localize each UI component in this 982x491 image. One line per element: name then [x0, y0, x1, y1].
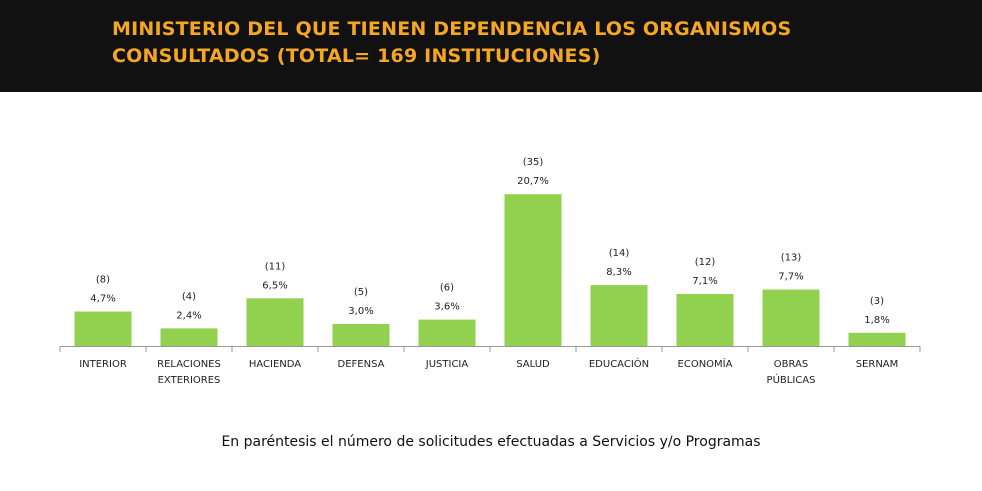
data-labels: 4,7% (8) 2,4% (4) 6,5% (11) 3,0% (5) 3,6% (6) 20,7… — [90, 157, 889, 326]
value-label: 7,1% — [692, 276, 717, 287]
count-label: (5) — [354, 287, 368, 298]
bar — [676, 293, 734, 346]
category-label: ECONOMÍA — [678, 357, 733, 370]
bar — [74, 311, 132, 346]
x-axis-ticks — [59, 346, 921, 352]
title-bar: MINISTERIO DEL QUE TIENEN DEPENDENCIA LO… — [0, 0, 982, 92]
bar-chart: 4,7% (8) 2,4% (4) 6,5% (11) 3,0% (5) 3,6% (6) 20,7… — [59, 157, 921, 386]
category-label: OBRAS — [774, 359, 808, 370]
bar — [246, 298, 304, 346]
count-label: (14) — [609, 248, 630, 259]
bar — [332, 324, 390, 346]
bar — [160, 328, 218, 346]
category-label: PÚBLICAS — [767, 373, 816, 386]
category-label: SALUD — [516, 359, 550, 370]
bar — [762, 289, 820, 346]
category-label: INTERIOR — [79, 359, 127, 370]
bar — [504, 194, 562, 346]
category-label: RELACIONES — [157, 359, 221, 370]
count-label: (35) — [523, 157, 544, 168]
value-label: 8,3% — [606, 267, 631, 278]
category-label: HACIENDA — [249, 359, 301, 370]
category-label: SERNAM — [856, 359, 899, 370]
bar — [418, 319, 476, 346]
value-label: 1,8% — [864, 315, 889, 326]
x-axis-labels: INTERIOR RELACIONES EXTERIORES HACIENDA DEFE… — [79, 357, 898, 386]
value-label: 3,0% — [348, 306, 373, 317]
count-label: (4) — [182, 291, 196, 302]
count-label: (6) — [440, 283, 454, 294]
category-label: DEFENSA — [338, 359, 385, 370]
value-label: 2,4% — [176, 310, 201, 321]
count-label: (13) — [781, 253, 802, 264]
footnote: En paréntesis el número de solicitudes e… — [221, 434, 761, 450]
bar-series — [74, 194, 906, 346]
count-label: (3) — [870, 296, 884, 307]
category-label: EXTERIORES — [158, 375, 221, 386]
count-label: (12) — [695, 257, 716, 268]
value-label: 4,7% — [90, 294, 115, 305]
bar — [590, 285, 648, 346]
value-label: 7,7% — [778, 272, 803, 283]
count-label: (11) — [265, 261, 286, 272]
page-title: MINISTERIO DEL QUE TIENEN DEPENDENCIA LO… — [112, 18, 792, 67]
value-label: 20,7% — [517, 176, 549, 187]
count-label: (8) — [96, 275, 110, 286]
value-label: 3,6% — [434, 302, 459, 313]
value-label: 6,5% — [262, 280, 287, 291]
category-label: JUSTICIA — [425, 359, 469, 370]
bar — [848, 332, 906, 346]
category-label: EDUCACIÓN — [589, 357, 649, 370]
